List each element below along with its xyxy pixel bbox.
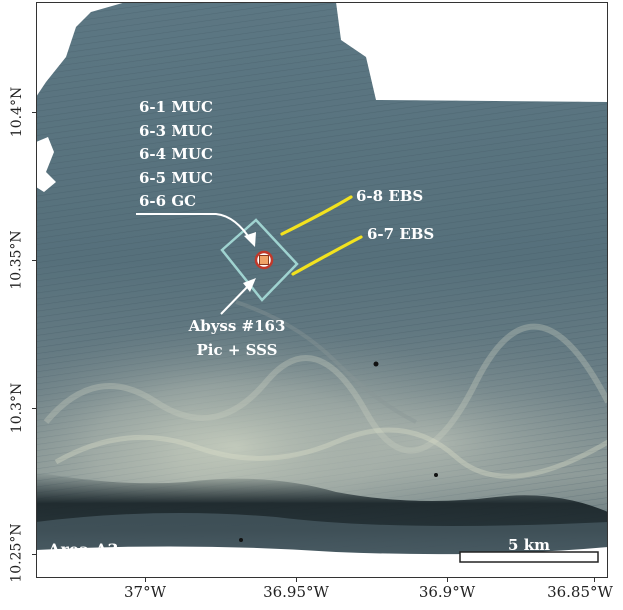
lat-tick-mark [32, 112, 37, 113]
area-label: Area A3 [48, 540, 119, 559]
lat-tick-label: 10.25°N [9, 523, 25, 583]
lat-tick-mark [32, 408, 37, 409]
no-data-patch [36, 137, 56, 192]
lon-tick-mark [594, 577, 595, 582]
sample-label: 6-1 MUC [139, 98, 213, 116]
sample-label: 6-5 MUC [139, 168, 213, 187]
abyss-label-line: Abyss #163 [188, 317, 286, 335]
map-canvas [36, 2, 608, 578]
sample-label: 6-4 MUC [139, 145, 213, 163]
scale-bar [459, 551, 599, 563]
lon-tick-mark [447, 577, 448, 582]
lat-tick-mark [32, 554, 37, 555]
lon-tick-label: 36.95°W [263, 583, 329, 601]
lon-tick-label: 37°W [123, 583, 166, 601]
sample-label: 6-3 MUC [139, 121, 213, 140]
lat-tick-label: 10.35°N [9, 230, 25, 290]
sample-label-list: 6-1 MUC 6-3 MUC 6-4 MUC 6-5 MUC 6-6 GC [139, 96, 213, 214]
lon-tick-mark [145, 577, 146, 582]
annotation-arrows [136, 213, 256, 315]
lon-tick-mark [296, 577, 297, 582]
ebs-track-6-7 [291, 235, 363, 276]
lat-tick-mark [32, 260, 37, 261]
station-marker [254, 250, 274, 270]
lon-tick-label: 36.9°W [418, 583, 476, 601]
abyss-label-line: Pic + SSS [196, 341, 278, 359]
abyss-label: Abyss #163 Pic + SSS [172, 314, 302, 362]
lon-tick-label: 36.85°W [547, 583, 613, 601]
ebs-7-label: 6-7 EBS [367, 225, 435, 243]
ebs-8-label: 6-8 EBS [356, 187, 424, 205]
sample-label: 6-6 GC [139, 192, 197, 210]
scale-bar-label: 5 km [508, 536, 550, 554]
lat-tick-label: 10.3°N [9, 382, 26, 434]
ebs-track-6-8 [280, 195, 353, 236]
map-panel [36, 2, 608, 578]
lat-tick-label: 10.4°N [9, 86, 26, 138]
